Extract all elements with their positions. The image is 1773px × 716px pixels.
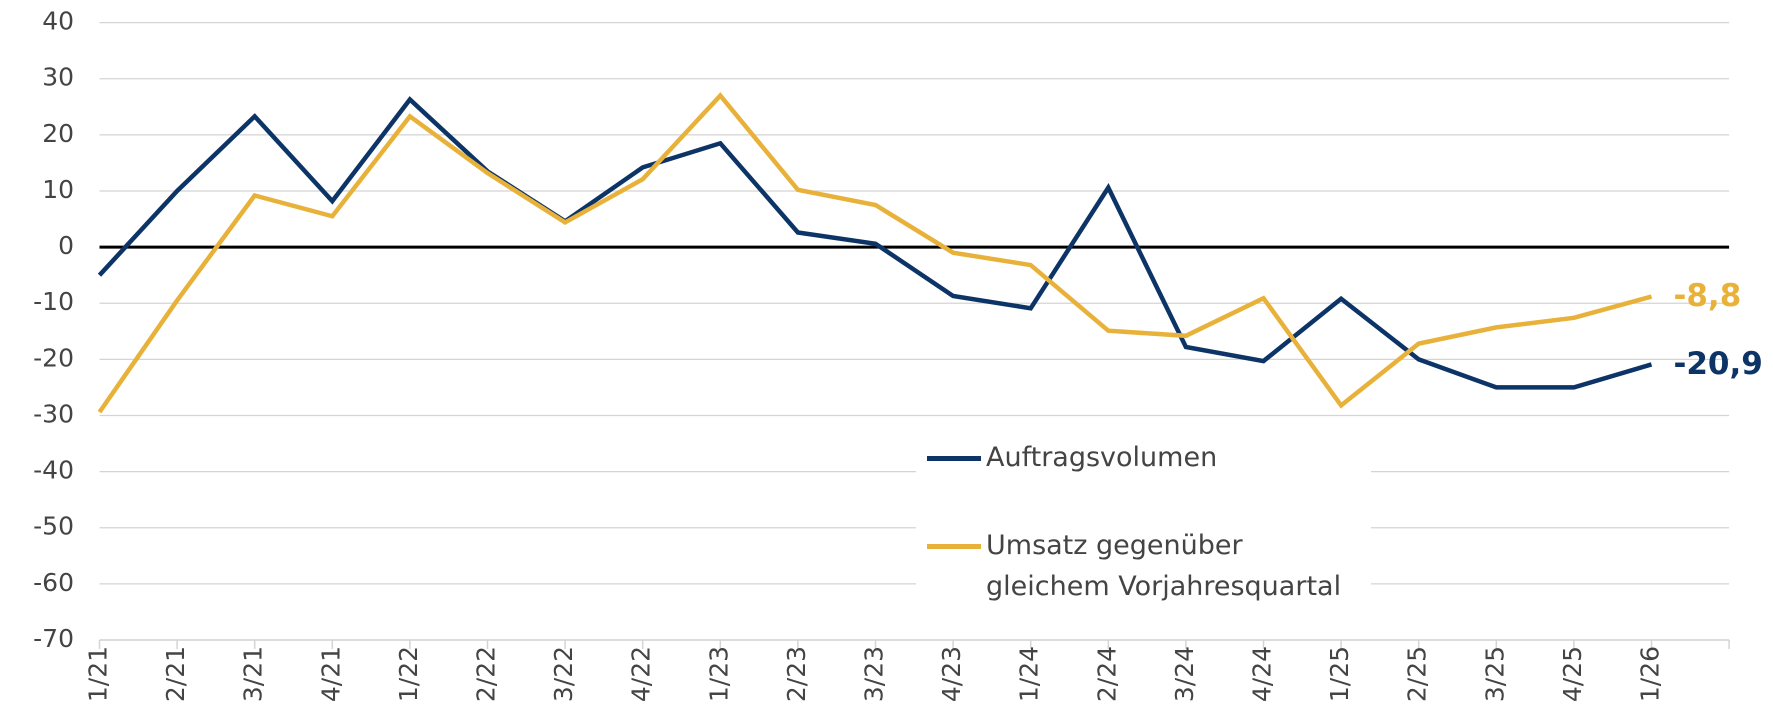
x-tick-label: 1/23 <box>704 646 733 702</box>
legend: Auftragsvolumen Umsatz gegenüber gleichem… <box>916 435 1371 611</box>
x-tick-label: 3/24 <box>1170 646 1199 702</box>
x-tick-label: 4/25 <box>1558 646 1587 702</box>
y-tick-label: -70 <box>33 624 74 653</box>
series-line <box>97 96 1653 390</box>
x-tick-label: 2/21 <box>161 646 190 702</box>
y-tick-label: -40 <box>33 456 74 485</box>
legend-label: Auftragsvolumen <box>986 442 1218 473</box>
value-label: -8,8 <box>1674 278 1742 314</box>
y-tick-label: -60 <box>33 568 74 597</box>
series-line <box>97 92 1653 414</box>
legend-entry: Umsatz gegenüber gleichem Vorjahresquart… <box>927 525 1361 607</box>
x-tick-label: 2/22 <box>472 646 501 702</box>
x-tick-label: 1/22 <box>394 646 423 702</box>
y-tick-label: 10 <box>42 175 74 204</box>
y-tick-label: -10 <box>33 287 74 316</box>
legend-entry: Auftragsvolumen <box>927 437 1361 478</box>
y-tick-label: 0 <box>58 231 74 260</box>
x-tick-label: 4/24 <box>1248 646 1277 702</box>
y-tick-label: -20 <box>33 343 74 372</box>
x-tick-label: 2/23 <box>782 646 811 702</box>
y-tick-label: 30 <box>42 63 74 92</box>
value-label: -20,9 <box>1674 346 1763 382</box>
x-tick-label: 1/26 <box>1636 646 1665 702</box>
x-tick-label: 1/25 <box>1325 646 1354 702</box>
x-tick-label: 2/24 <box>1092 646 1121 702</box>
y-tick-label: -30 <box>33 399 74 428</box>
x-tick-label: 3/21 <box>239 646 268 702</box>
x-tick-label: 4/23 <box>937 646 966 702</box>
x-tick-label: 3/25 <box>1480 646 1509 702</box>
x-tick-label: 3/23 <box>860 646 889 702</box>
x-tick-label: 1/21 <box>84 646 113 702</box>
legend-label: Umsatz gegenüber gleichem Vorjahresquart… <box>986 530 1342 602</box>
y-tick-label: 20 <box>42 119 74 148</box>
legend-swatch <box>927 544 981 549</box>
x-tick-label: 4/22 <box>627 646 656 702</box>
y-tick-label: 40 <box>42 7 74 36</box>
legend-swatch <box>927 456 981 461</box>
x-tick-label: 1/24 <box>1015 646 1044 702</box>
y-tick-label: -50 <box>33 512 74 541</box>
x-tick-label: 2/25 <box>1403 646 1432 702</box>
x-tick-label: 4/21 <box>316 646 345 702</box>
x-tick-label: 3/22 <box>549 646 578 702</box>
